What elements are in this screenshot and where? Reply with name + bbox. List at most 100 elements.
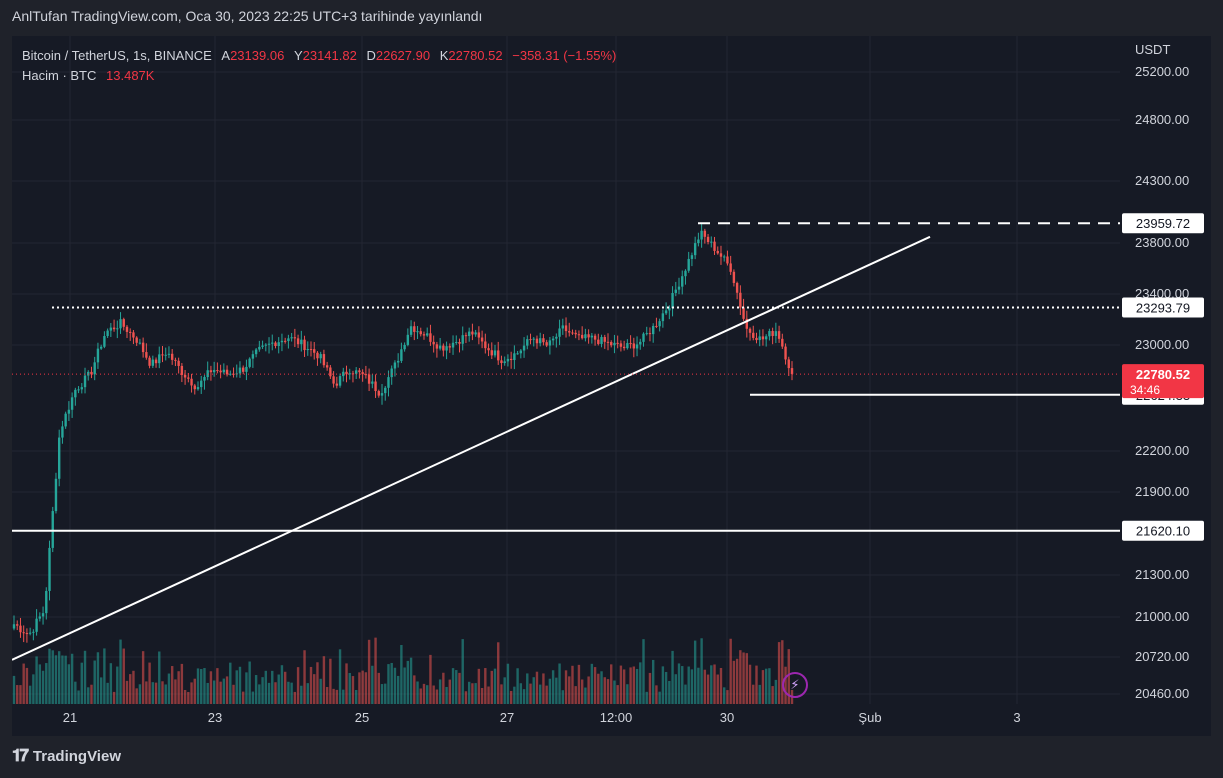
- candle-body: [752, 332, 755, 338]
- volume-bar: [293, 691, 297, 704]
- volume-bar: [316, 662, 319, 704]
- chart-frame[interactable]: 25200.00 24800.00 24300.00 23800.00 23400.00…: [12, 36, 1211, 736]
- candle-body: [493, 350, 497, 356]
- volume-bar: [752, 684, 755, 704]
- candle-body: [693, 243, 697, 256]
- volume-bar: [290, 682, 293, 704]
- volume-bar: [716, 674, 719, 704]
- volume-bar: [519, 683, 523, 704]
- candle-body: [177, 360, 180, 366]
- candle-body: [258, 346, 261, 350]
- y-tick-label: 23400.00: [1135, 286, 1189, 301]
- candle-body: [28, 632, 32, 634]
- symbol-title[interactable]: Bitcoin / TetherUS, 1s, BINANCE: [22, 48, 212, 63]
- volume-bar: [164, 684, 167, 704]
- candle-body: [526, 339, 529, 346]
- volume-bar: [219, 681, 222, 704]
- candle-body: [513, 353, 516, 361]
- volume-bar: [203, 668, 206, 704]
- volume-bar: [455, 670, 458, 704]
- volume-bar: [645, 691, 648, 704]
- candle-body: [719, 253, 723, 257]
- volume-bar: [432, 685, 435, 704]
- volume-bar: [545, 685, 548, 704]
- candle-body: [626, 343, 629, 349]
- candle-body: [271, 342, 274, 344]
- candle-body: [535, 338, 539, 344]
- candle-body: [648, 333, 652, 335]
- candle-body: [96, 348, 100, 363]
- volume-bar: [300, 685, 303, 704]
- volume-bar: [764, 668, 768, 704]
- candle-body: [287, 338, 290, 342]
- candle-body: [290, 337, 293, 339]
- candle-body: [219, 370, 222, 373]
- volume-bar: [119, 639, 122, 704]
- volume-bar: [561, 690, 564, 704]
- candle-body: [313, 349, 316, 353]
- volume-bar: [367, 639, 371, 704]
- candle-body: [251, 354, 255, 359]
- volume-bar: [106, 682, 109, 704]
- volume-bar: [129, 674, 132, 704]
- candle-body: [500, 360, 503, 364]
- candle-body: [568, 331, 571, 333]
- volume-bar: [287, 681, 290, 704]
- candle-body: [106, 330, 109, 337]
- volume-bar: [577, 664, 581, 704]
- candle-body: [458, 341, 461, 344]
- volume-bar: [116, 666, 119, 704]
- volume-bar: [648, 672, 652, 704]
- volume-bar: [781, 640, 784, 704]
- candle-body: [474, 332, 477, 335]
- close-label: K: [439, 48, 449, 63]
- x-tick-label: 23: [208, 710, 222, 725]
- candle-body: [664, 310, 668, 314]
- volume-bar: [719, 667, 723, 704]
- candle-body: [739, 292, 742, 308]
- candle-body: [170, 353, 174, 360]
- candle-body: [597, 339, 600, 344]
- candle-body: [51, 511, 54, 548]
- lightning-icon[interactable]: ⚡: [782, 672, 808, 698]
- candle-body: [403, 344, 406, 350]
- candle-body: [435, 344, 439, 349]
- candle-body: [19, 625, 22, 633]
- volume-bar: [151, 682, 155, 704]
- volume-bar: [225, 676, 229, 704]
- candle-body: [80, 387, 83, 390]
- volume-bar: [771, 686, 774, 704]
- volume-bar: [354, 690, 358, 704]
- candle-body: [70, 397, 74, 410]
- candle-body: [422, 334, 426, 336]
- volume-bar: [22, 663, 25, 704]
- candle-body: [354, 370, 358, 374]
- candle-body: [629, 343, 632, 345]
- volume-label[interactable]: Hacim · BTC: [22, 68, 97, 83]
- candle-body: [64, 413, 67, 427]
- volume-bar: [271, 670, 274, 704]
- volume-bar: [313, 674, 316, 704]
- volume-bar: [681, 666, 684, 704]
- volume-bar: [651, 659, 655, 704]
- volume-bar: [180, 663, 184, 704]
- volume-bar: [332, 688, 335, 704]
- volume-bar: [174, 679, 177, 704]
- volume-bar: [613, 680, 616, 704]
- price-chart[interactable]: 25200.00 24800.00 24300.00 23800.00 23400.00…: [12, 36, 1211, 736]
- tradingview-logo[interactable]: 𝟏𝟕 TradingView: [12, 746, 121, 766]
- candle-body: [238, 367, 242, 374]
- candle-body: [639, 341, 642, 345]
- volume-bar: [277, 674, 280, 704]
- candle-body: [374, 381, 377, 392]
- candle-body: [77, 389, 80, 391]
- logo-text: TradingView: [32, 747, 121, 765]
- candle-body: [245, 366, 248, 372]
- candle-body: [761, 336, 765, 340]
- candle-body: [16, 624, 19, 626]
- candle-body: [406, 334, 410, 345]
- candle-body: [248, 358, 251, 367]
- candle-body: [622, 346, 626, 349]
- volume-bar: [374, 637, 377, 704]
- candle-body: [571, 332, 574, 334]
